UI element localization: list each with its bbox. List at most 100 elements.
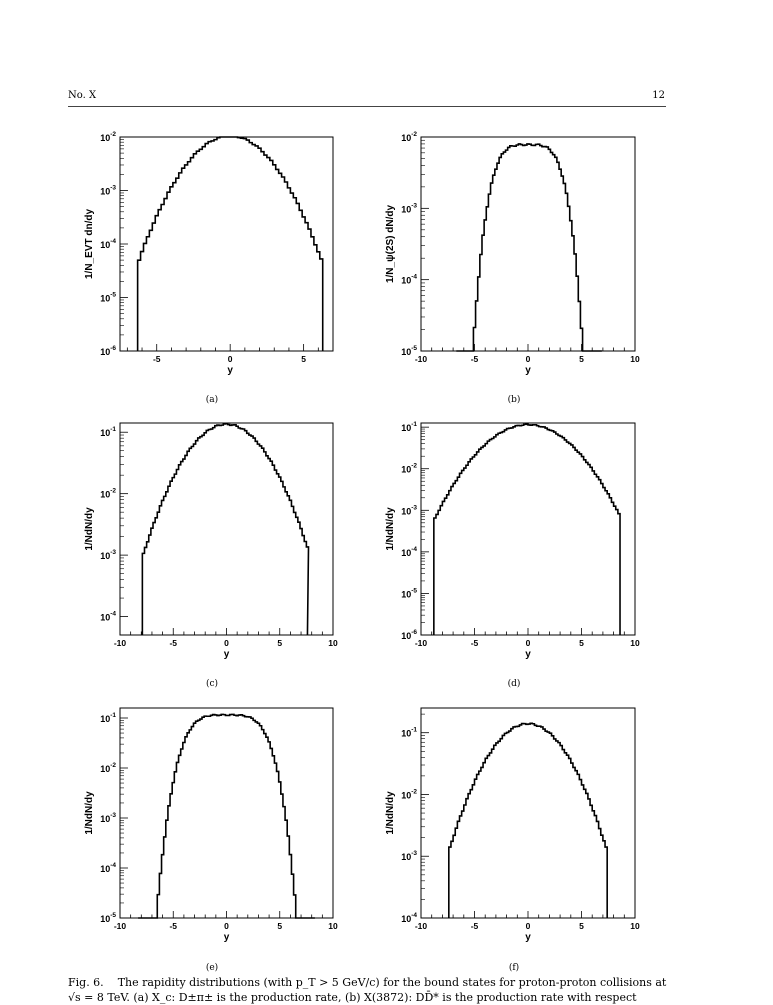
y-axis-title: 1/N_EVT dn/dy [84,209,95,279]
y-tick-exponent: -3 [411,504,417,511]
y-tick-exponent: -4 [411,274,417,281]
plot-frame [420,707,636,919]
panel-label: (a) [206,394,218,405]
caption-label: Fig. 6. [68,976,104,989]
page-number: 12 [652,90,665,101]
y-tick-exponent: -4 [411,546,417,553]
y-tick-exponent: -3 [411,202,417,209]
x-axis-title: y [224,932,230,943]
y-tick-label: 10-3 [401,504,417,516]
y-tick-exponent: -1 [411,727,417,734]
y-axis-title: 1/NdN/dy [385,507,396,551]
x-tick-label: 0 [228,354,233,364]
x-tick-label: -5 [153,354,161,364]
x-tick-label: -5 [169,638,177,648]
y-tick-label: 10-3 [100,549,116,561]
y-tick-exponent: -2 [411,131,417,138]
y-tick-label: 10-4 [100,862,116,874]
y-tick-label: 10-2 [100,488,116,500]
y-axis-title: 1/NdN/dy [385,791,396,835]
y-tick-label: 10-3 [100,812,116,824]
y-tick-label: 10-2 [401,788,417,800]
x-tick-label: 5 [579,354,584,364]
histogram-series [456,143,602,352]
y-axis-title: 1/N_ψ(2S) dN/dy [385,205,396,284]
x-tick-label: 10 [630,921,640,931]
y-tick-exponent: -3 [110,812,116,819]
x-tick-label: 10 [328,638,338,648]
y-axis-title: 1/NdN/dy [84,791,95,835]
x-tick-label: -5 [471,638,479,648]
panel-label: (f) [509,962,519,973]
y-tick-label: 10-3 [100,185,116,197]
panel-label: (e) [206,962,218,973]
y-tick-exponent: -6 [110,345,116,352]
x-axis-title: y [227,365,233,376]
y-tick-exponent: -2 [110,131,116,138]
y-tick-exponent: -1 [110,712,116,719]
histogram-series [448,722,608,918]
panel-label: (c) [206,678,218,689]
y-tick-label: 10-4 [401,546,417,558]
x-tick-label: -10 [415,921,428,931]
y-tick-exponent: -2 [110,762,116,769]
y-tick-exponent: -2 [110,488,116,495]
x-tick-label: -5 [169,921,177,931]
y-tick-exponent: -5 [110,292,116,299]
panel-label: (d) [508,678,521,689]
y-tick-label: 10-1 [100,426,116,438]
y-tick-label: 10-5 [401,587,417,599]
x-tick-label: 5 [579,638,584,648]
y-tick-label: 10-4 [100,238,116,250]
x-tick-label: -10 [415,354,428,364]
plot-frame [119,136,334,352]
y-tick-label: 10-2 [100,762,116,774]
x-tick-label: 0 [526,921,531,931]
y-tick-exponent: -4 [110,238,116,245]
header-rule [68,106,666,107]
x-axis-title: y [525,932,531,943]
x-tick-label: 5 [301,354,306,364]
x-tick-label: 0 [526,638,531,648]
chart-panel-5: -10 -5 0 5 1010-110-210-310-410-5y1/NdN/dy(e… [84,707,338,973]
running-header-left: No. X [68,90,97,101]
x-axis-title: y [224,649,230,660]
y-tick-exponent: -1 [411,421,417,428]
y-tick-label: 10-4 [100,611,116,623]
x-tick-label: -5 [471,921,479,931]
y-axis-title: 1/NdN/dy [84,507,95,551]
x-tick-label: 5 [277,921,282,931]
y-tick-label: 10-6 [100,345,116,357]
histogram-series [433,423,621,635]
x-tick-label: 10 [328,921,338,931]
y-tick-label: 10-1 [100,712,116,724]
chart-panel-3: -10 -5 0 5 10 10-1 10-2 10-3 10-4 y 1/NdN/dy (c) [84,422,338,689]
y-tick-label: 10-4 [401,274,417,286]
histogram-series [138,713,315,919]
panel-label: (b) [508,394,521,405]
y-tick-exponent: -5 [411,345,417,352]
x-tick-label: 5 [277,638,282,648]
x-tick-label: -5 [471,354,479,364]
x-tick-label: 10 [630,638,640,648]
y-tick-label: 10-3 [401,202,417,214]
y-tick-label: 10-3 [401,850,417,862]
y-tick-exponent: -4 [110,611,116,618]
y-tick-exponent: -4 [110,862,116,869]
x-tick-label: 0 [224,921,229,931]
x-tick-label: 5 [579,921,584,931]
y-tick-label: 10-1 [401,421,417,433]
plot-frame [420,136,636,352]
histogram-series [136,136,324,351]
y-tick-exponent: -5 [110,912,116,919]
x-axis-title: y [525,365,531,376]
figure-caption: Fig. 6. The rapidity distributions (with … [68,975,670,1005]
y-tick-label: 10-1 [401,727,417,739]
x-tick-label: 0 [526,354,531,364]
y-tick-exponent: -1 [110,426,116,433]
chart-panel-4: -10 -5 0 5 1010-110-210-310-410-510-6y1/NdN/… [385,421,640,689]
x-axis-title: y [525,649,531,660]
plot-frame [420,422,636,636]
